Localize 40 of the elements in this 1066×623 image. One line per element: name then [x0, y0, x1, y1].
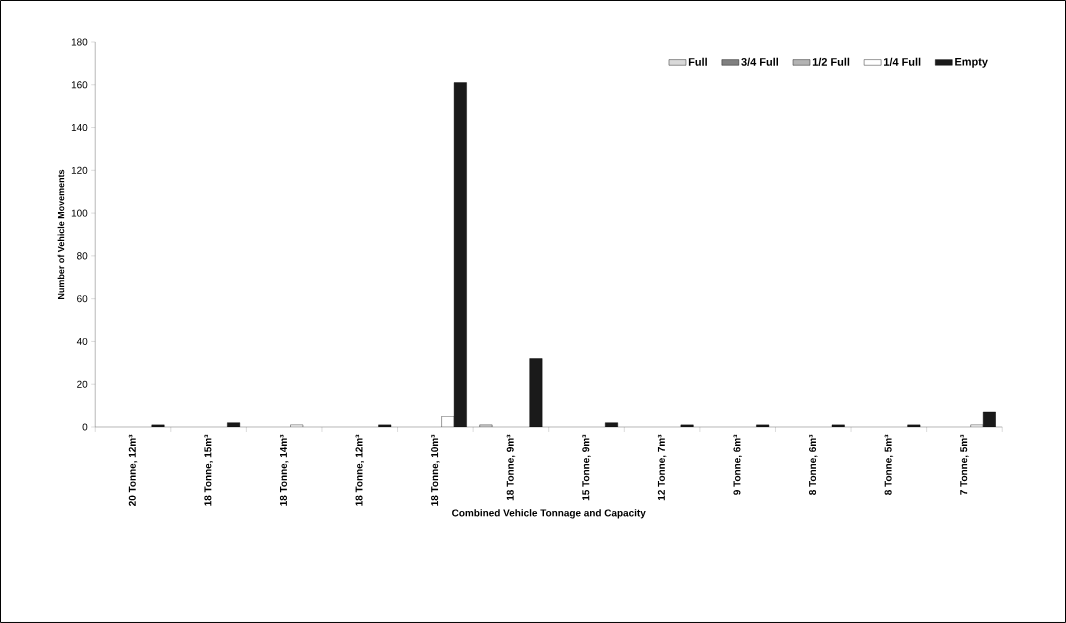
x-axis-title: Combined Vehicle Tonnage and Capacity: [452, 509, 646, 519]
y-axis-title: Number of Vehicle Movements: [57, 169, 65, 299]
x-tick-label: 18 Tonne, 10m³: [431, 434, 440, 506]
x-tick-label: 7 Tonne, 5m³: [960, 434, 969, 495]
legend-label: 3/4 Full: [741, 57, 779, 66]
bar: [680, 424, 694, 427]
x-tick-label: 15 Tonne, 9m³: [582, 434, 591, 501]
y-tick-label: 40: [76, 337, 88, 345]
bar: [529, 358, 543, 427]
y-tick-label: 20: [77, 380, 88, 388]
x-tick-label: 8 Tonne, 6m³: [809, 434, 818, 495]
x-tick-label: 18 Tonne, 15m³: [204, 434, 213, 506]
bar: [907, 424, 921, 427]
y-tick-label: 140: [71, 124, 88, 132]
y-tick-label: 120: [71, 166, 88, 174]
bar: [756, 424, 770, 427]
x-tick-label: 18 Tonne, 9m³: [506, 434, 516, 501]
x-tick-label: 9 Tonne, 6m³: [733, 434, 742, 495]
y-tick-label: 160: [71, 81, 88, 89]
y-tick-label: 100: [71, 209, 88, 217]
bar: [378, 424, 392, 427]
legend-label: 1/4 Full: [884, 57, 921, 66]
legend-label: Full: [688, 57, 707, 66]
x-tick-label: 12 Tonne, 7m³: [657, 434, 667, 501]
bar: [605, 422, 618, 427]
x-tick-label: 18 Tonne, 12m³: [355, 434, 365, 506]
y-tick-label: 60: [77, 295, 88, 303]
x-tick-label: 20 Tonne, 12m³: [128, 434, 138, 506]
y-tick-label: 180: [71, 38, 88, 46]
y-tick-label: 80: [77, 252, 88, 260]
bar: [479, 424, 493, 427]
x-tick-label: 18 Tonne, 14m³: [279, 434, 289, 506]
bar: [151, 424, 165, 427]
legend-label: 1/2 Full: [812, 57, 850, 66]
y-tick-label: 0: [82, 423, 88, 431]
bar: [227, 422, 241, 427]
x-tick-label: 8 Tonne, 5m³: [884, 434, 894, 495]
legend-label: Empty: [955, 57, 988, 68]
bar: [290, 424, 304, 427]
bar: [831, 424, 845, 427]
